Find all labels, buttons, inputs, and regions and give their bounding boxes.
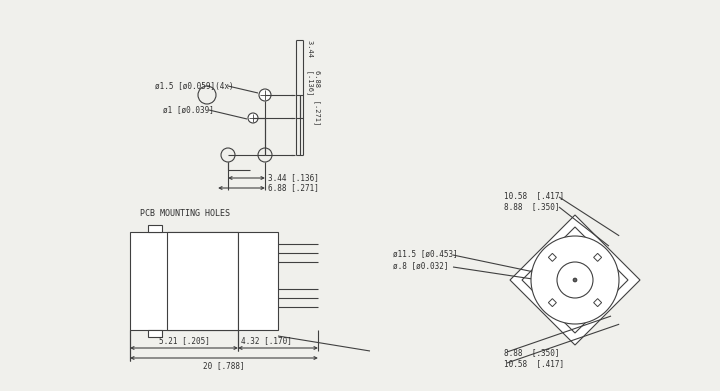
Circle shape: [248, 113, 258, 123]
Text: PCB MOUNTING HOLES: PCB MOUNTING HOLES: [140, 208, 230, 217]
Text: 20 [.788]: 20 [.788]: [203, 362, 245, 371]
Text: ø1.5 [ø0.059](4x): ø1.5 [ø0.059](4x): [155, 81, 233, 90]
Text: 6.88   [.271]: 6.88 [.271]: [314, 70, 320, 125]
Circle shape: [557, 262, 593, 298]
Text: 8.88  [.350]: 8.88 [.350]: [504, 348, 559, 357]
Text: 6.88 [.271]: 6.88 [.271]: [268, 183, 319, 192]
Circle shape: [259, 89, 271, 101]
Bar: [238, 232, 278, 330]
Text: 10.58  [.417]: 10.58 [.417]: [504, 192, 564, 201]
Circle shape: [575, 279, 576, 281]
Text: 4.32 [.170]: 4.32 [.170]: [241, 337, 292, 346]
Polygon shape: [510, 215, 640, 345]
Bar: [130, 232, 238, 330]
Text: 3.44 [.136]: 3.44 [.136]: [268, 174, 319, 183]
Text: ø.8 [ø0.032]: ø.8 [ø0.032]: [393, 262, 449, 271]
Circle shape: [531, 236, 619, 324]
Text: 10.58  [.417]: 10.58 [.417]: [504, 359, 564, 368]
Bar: [148, 330, 162, 337]
Text: 5.21 [.205]: 5.21 [.205]: [158, 337, 210, 346]
Bar: [167, 232, 238, 330]
Text: ø11.5 [ø0.453]: ø11.5 [ø0.453]: [393, 249, 458, 258]
Text: 3.44   [.136]: 3.44 [.136]: [307, 40, 314, 95]
Bar: [148, 225, 162, 232]
Text: 8.88  [.350]: 8.88 [.350]: [504, 203, 559, 212]
Text: ø1 [ø0.039]: ø1 [ø0.039]: [163, 106, 214, 115]
Circle shape: [573, 278, 577, 282]
